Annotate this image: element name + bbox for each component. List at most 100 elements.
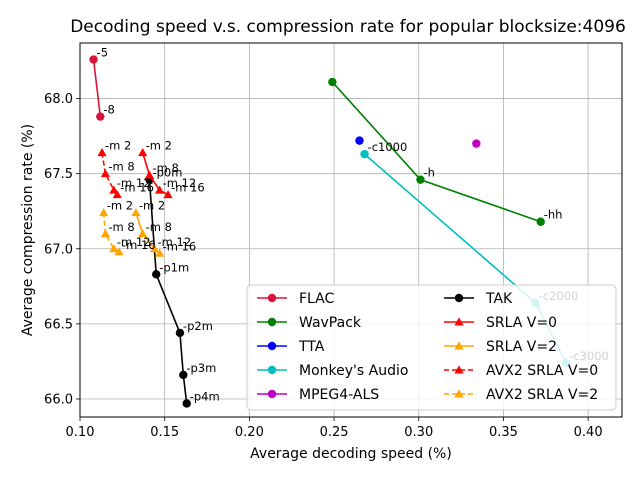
point-labels: -5-8-h-hh-c1000-c2000-c3000-p0m-p1m-p2m-… — [97, 46, 609, 404]
data-point — [109, 244, 119, 253]
series-line — [92, 59, 102, 117]
point-label: -m 8 — [108, 220, 134, 234]
point-label: -m 2 — [139, 199, 165, 213]
point-label: -8 — [103, 103, 114, 117]
legend-marker — [267, 293, 277, 303]
series-4 — [472, 139, 481, 148]
data-point — [152, 270, 161, 279]
data-point — [179, 370, 188, 380]
data-point — [182, 399, 191, 408]
y-tick-label: 67.0 — [44, 242, 73, 257]
point-label: -m 8 — [146, 220, 172, 234]
data-point — [100, 169, 111, 178]
series-1 — [328, 77, 545, 226]
y-tick-label: 68.0 — [44, 92, 73, 107]
y-tick-label: 66.0 — [44, 392, 73, 407]
legend-item: SRLA V=2 — [444, 339, 557, 355]
x-tick-label: 0.40 — [574, 425, 603, 440]
y-tick-label: 67.5 — [44, 167, 73, 182]
point-label: -h — [423, 166, 434, 180]
point-label: -m 12 — [158, 235, 192, 249]
data-point — [360, 149, 369, 159]
legend-label: AVX2 SRLA V=2 — [486, 387, 598, 403]
series-8 — [97, 148, 122, 199]
legend-marker — [454, 317, 464, 326]
legend-label: WavPack — [299, 315, 362, 331]
legend-label: SRLA V=2 — [486, 339, 557, 355]
plot-frame — [79, 42, 623, 418]
legend-marker — [454, 365, 464, 374]
y-axis-label: Average compression rate (%) — [20, 124, 36, 336]
point-label: -m 16 — [122, 238, 156, 252]
data-point — [100, 229, 111, 238]
x-tick-label: 0.20 — [235, 425, 264, 440]
point-label: -p1m — [159, 260, 189, 274]
legend-label: AVX2 SRLA V=0 — [486, 363, 598, 379]
legend-marker — [267, 317, 277, 327]
x-axis-label: Average decoding speed (%) — [250, 446, 452, 462]
point-label: -p4m — [190, 389, 220, 403]
data-point — [97, 148, 107, 157]
legend-item: WavPack — [257, 315, 362, 331]
point-label: -m 8 — [108, 160, 134, 174]
data-point — [175, 328, 185, 338]
data-point — [163, 190, 173, 199]
legend-item: FLAC — [257, 291, 335, 307]
point-label: -p3m — [186, 361, 216, 375]
series-line — [141, 152, 169, 196]
legend-marker — [267, 365, 277, 375]
data-point — [131, 208, 141, 217]
legend-marker — [267, 341, 277, 351]
data-point — [149, 244, 160, 253]
data-point — [138, 229, 148, 238]
legend-item: TAK — [444, 291, 513, 307]
data-point — [99, 208, 109, 217]
point-label: -m 2 — [107, 199, 133, 213]
point-label: -m 12 — [117, 235, 151, 249]
point-label: -m 12 — [117, 176, 151, 190]
point-label: -c1000 — [368, 140, 408, 154]
legend-marker — [267, 389, 277, 399]
point-label: -hh — [544, 208, 563, 222]
data-point — [328, 77, 337, 87]
data-point — [472, 139, 481, 148]
point-label: -p2m — [183, 319, 213, 333]
point-label: -5 — [97, 46, 108, 60]
data-point — [96, 112, 105, 121]
data-point — [112, 190, 122, 199]
y-tick-label: 66.5 — [44, 317, 73, 332]
data-point — [155, 248, 165, 257]
point-label: -m 2 — [105, 139, 131, 153]
data-point — [114, 247, 124, 256]
point-label: -m 2 — [146, 139, 172, 153]
data-point — [355, 136, 364, 145]
x-tick-label: 0.30 — [404, 425, 433, 440]
point-label: -m 16 — [163, 239, 197, 253]
series-2 — [355, 136, 364, 145]
axis-ticks: 0.10 0.15 0.20 0.25 0.30 0.35 0.40 66.0 66.5 67.0… — [44, 92, 603, 440]
x-tick-label: 0.35 — [489, 425, 518, 440]
x-tick-label: 0.15 — [150, 425, 179, 440]
data-point — [144, 170, 155, 179]
x-tick-label: 0.25 — [320, 425, 349, 440]
data-point — [138, 148, 148, 157]
series-0 — [89, 55, 105, 121]
legend: FLAC WavPack TTA Monkey's Audio MPEG4-ALS TAK… — [246, 284, 617, 411]
legend-label: FLAC — [299, 291, 335, 307]
series-line — [148, 179, 188, 404]
legend-label: MPEG4-ALS — [299, 387, 379, 403]
point-label: -m 16 — [171, 181, 205, 195]
series-7 — [131, 208, 165, 257]
data-point — [109, 185, 119, 194]
x-tick-label: 0.10 — [66, 425, 95, 440]
data-point — [536, 217, 545, 226]
legend-item: AVX2 SRLA V=0 — [444, 363, 598, 379]
legend-marker — [454, 341, 464, 350]
legend-label: TTA — [298, 339, 325, 355]
legend-label: SRLA V=0 — [486, 315, 557, 331]
data-point — [416, 175, 425, 184]
legend-marker — [454, 293, 464, 303]
series-9 — [99, 208, 124, 256]
legend-item: Monkey's Audio — [257, 363, 408, 379]
